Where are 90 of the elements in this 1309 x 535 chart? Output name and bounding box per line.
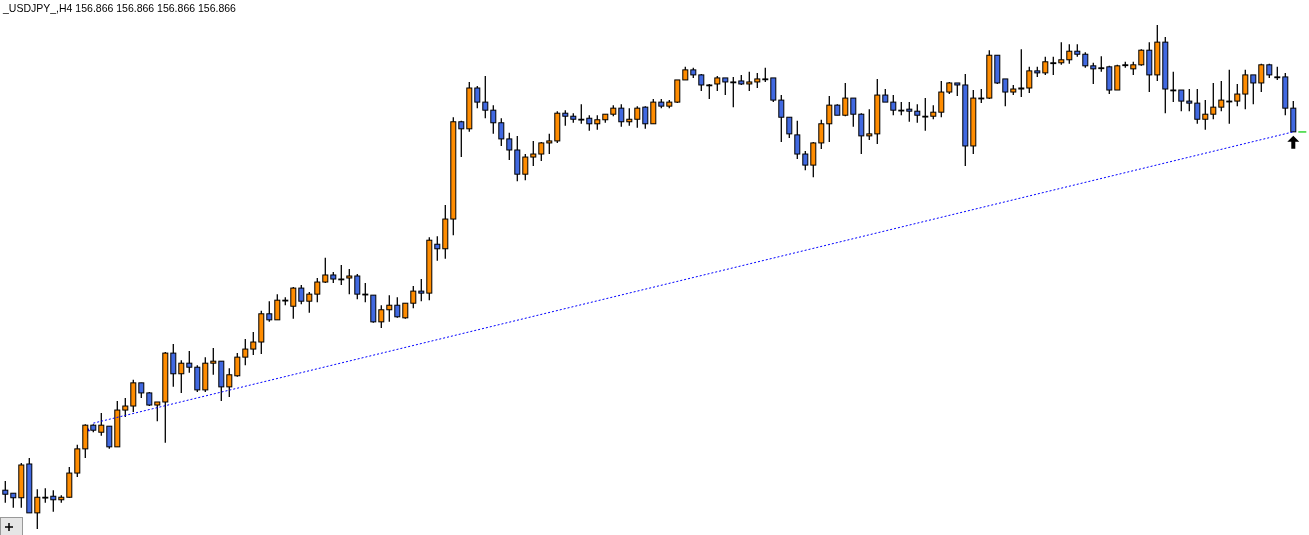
candlestick bbox=[850, 97, 857, 128]
candlestick bbox=[338, 264, 345, 286]
candlestick bbox=[1002, 78, 1009, 107]
candlestick bbox=[1026, 66, 1033, 94]
candlestick bbox=[266, 300, 273, 323]
candlestick bbox=[1106, 65, 1113, 95]
candlestick bbox=[1090, 62, 1097, 85]
candlestick bbox=[522, 153, 529, 181]
candlestick bbox=[578, 103, 585, 125]
candlestick bbox=[410, 285, 417, 309]
candlestick bbox=[1178, 89, 1185, 112]
candlestick bbox=[1242, 69, 1249, 110]
candlestick bbox=[490, 104, 497, 135]
candlestick bbox=[1170, 71, 1177, 103]
candlestick bbox=[786, 116, 793, 139]
candlestick bbox=[106, 425, 113, 450]
candlestick bbox=[50, 489, 57, 513]
candlestick bbox=[842, 82, 849, 117]
candlestick bbox=[474, 85, 481, 109]
candlestick bbox=[2, 480, 9, 504]
candlestick bbox=[130, 379, 137, 413]
candlestick bbox=[482, 75, 489, 119]
candlestick bbox=[746, 71, 753, 92]
candlestick bbox=[346, 268, 353, 295]
candlestick bbox=[866, 108, 873, 141]
candlestick bbox=[306, 291, 313, 314]
candlestick bbox=[1186, 88, 1193, 112]
candlestick bbox=[122, 397, 129, 418]
candlestick bbox=[650, 98, 657, 125]
candlestick bbox=[1042, 56, 1049, 76]
candlestick bbox=[938, 80, 945, 118]
candlestick bbox=[922, 97, 929, 132]
candlestick bbox=[154, 401, 161, 422]
candlestick bbox=[210, 347, 217, 376]
candlestick bbox=[418, 278, 425, 302]
candlestick bbox=[322, 257, 329, 284]
candlestick bbox=[1018, 48, 1025, 98]
candlestick bbox=[242, 338, 249, 366]
candlestick bbox=[1058, 41, 1065, 66]
candlestick bbox=[386, 294, 393, 323]
candlestick bbox=[642, 105, 649, 130]
candlestick bbox=[34, 488, 41, 530]
candlestick bbox=[770, 77, 777, 103]
candlestick bbox=[906, 101, 913, 123]
candlestick bbox=[274, 293, 281, 321]
candlestick bbox=[818, 119, 825, 150]
candlestick bbox=[1194, 88, 1201, 125]
candlestick bbox=[290, 286, 297, 320]
candlestick bbox=[354, 273, 361, 300]
candlestick bbox=[170, 343, 177, 388]
candlestick bbox=[298, 284, 305, 305]
candlestick bbox=[394, 296, 401, 319]
candlestick bbox=[810, 141, 817, 178]
candlestick bbox=[1290, 100, 1297, 133]
candlestick bbox=[1226, 69, 1233, 125]
candlestick bbox=[1066, 43, 1073, 65]
candlestick bbox=[506, 132, 513, 161]
candlestick bbox=[890, 94, 897, 116]
candlestick bbox=[1202, 99, 1209, 131]
candlestick bbox=[802, 150, 809, 171]
candlestick bbox=[1258, 63, 1265, 93]
candlestick bbox=[618, 103, 625, 128]
candlestick bbox=[1050, 56, 1057, 76]
candlestick bbox=[250, 331, 257, 356]
candlestick bbox=[1218, 80, 1225, 112]
candlestick bbox=[314, 277, 321, 303]
candlestick bbox=[858, 112, 865, 155]
candlestick bbox=[778, 94, 785, 143]
candlestick bbox=[826, 95, 833, 143]
candlestick bbox=[434, 235, 441, 262]
candlestick bbox=[794, 120, 801, 160]
candlestick bbox=[1210, 82, 1217, 120]
candlestick bbox=[378, 304, 385, 329]
candlestick bbox=[634, 105, 641, 129]
candlestick bbox=[194, 364, 201, 393]
candlestick bbox=[530, 140, 537, 167]
candlestick bbox=[234, 352, 241, 378]
candlestick bbox=[98, 412, 105, 437]
candlestick bbox=[498, 117, 505, 147]
candlestick bbox=[1250, 74, 1257, 105]
candlestick bbox=[362, 282, 369, 303]
candlestick bbox=[186, 350, 193, 374]
candlestick bbox=[458, 120, 465, 158]
candlestick bbox=[730, 76, 737, 108]
candlestick bbox=[178, 359, 185, 394]
candlestick bbox=[546, 133, 553, 155]
candlestick bbox=[1234, 83, 1241, 107]
chart-title: _USDJPY_,H4 156.866 156.866 156.866 156.866 bbox=[2, 2, 237, 14]
candlestick bbox=[914, 103, 921, 124]
candlestick bbox=[226, 367, 233, 398]
